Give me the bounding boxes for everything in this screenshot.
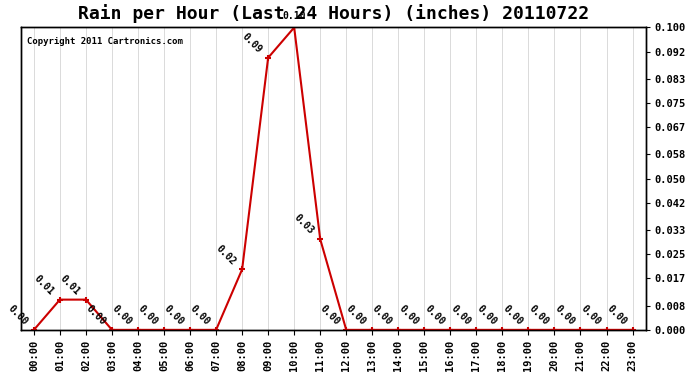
- Text: 0.03: 0.03: [293, 213, 316, 236]
- Text: 0.00: 0.00: [136, 303, 160, 327]
- Text: 0.00: 0.00: [397, 303, 420, 327]
- Text: 0.00: 0.00: [344, 303, 368, 327]
- Text: 0.09: 0.09: [240, 31, 264, 55]
- Text: 0.00: 0.00: [162, 303, 186, 327]
- Text: 0.00: 0.00: [110, 303, 134, 327]
- Title: Rain per Hour (Last 24 Hours) (inches) 20110722: Rain per Hour (Last 24 Hours) (inches) 2…: [78, 4, 589, 23]
- Text: 0.00: 0.00: [604, 303, 629, 327]
- Text: 0.00: 0.00: [318, 303, 342, 327]
- Text: Copyright 2011 Cartronics.com: Copyright 2011 Cartronics.com: [27, 36, 183, 45]
- Text: 0.10: 0.10: [282, 10, 306, 21]
- Text: 0.00: 0.00: [188, 303, 212, 327]
- Text: 0.01: 0.01: [58, 273, 82, 297]
- Text: 0.00: 0.00: [448, 303, 472, 327]
- Text: 0.00: 0.00: [526, 303, 551, 327]
- Text: 0.01: 0.01: [32, 273, 56, 297]
- Text: 0.00: 0.00: [6, 303, 30, 327]
- Text: 0.00: 0.00: [371, 303, 394, 327]
- Text: 0.00: 0.00: [553, 303, 576, 327]
- Text: 0.02: 0.02: [215, 243, 238, 267]
- Text: 0.00: 0.00: [500, 303, 524, 327]
- Text: 0.00: 0.00: [475, 303, 498, 327]
- Text: 0.00: 0.00: [579, 303, 602, 327]
- Text: 0.00: 0.00: [84, 303, 108, 327]
- Text: 0.00: 0.00: [422, 303, 446, 327]
